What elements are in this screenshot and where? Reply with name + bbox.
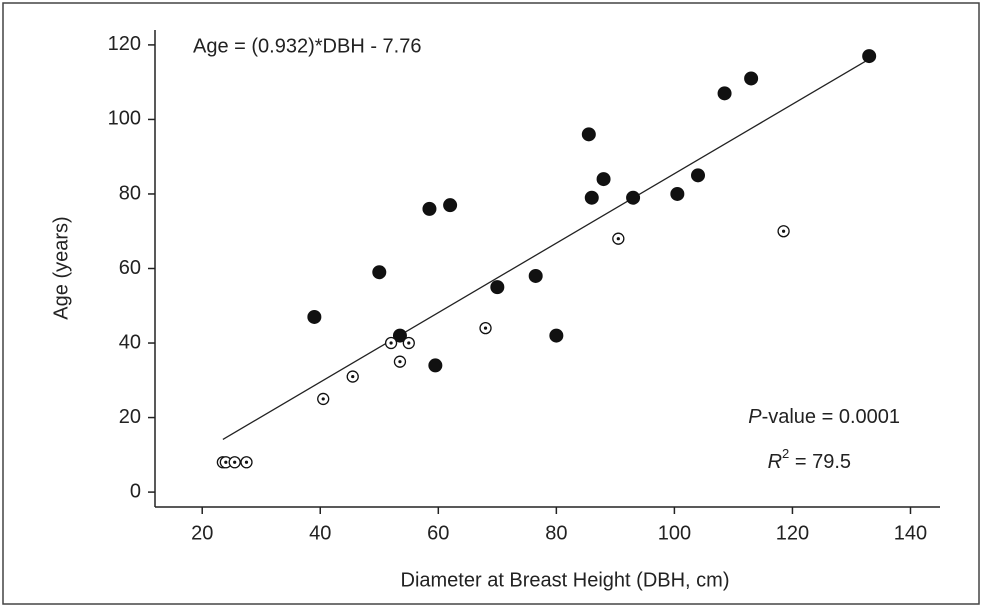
x-tick-label: 20 (191, 522, 213, 544)
point-center (351, 374, 355, 379)
r-italic: R (768, 451, 782, 473)
r-squared: R2 = 79.5 (768, 446, 851, 473)
frame (2, 2, 980, 605)
filled-point (670, 186, 685, 201)
x-axis-label: Diameter at Breast Height (DBH, cm) (401, 569, 730, 591)
filled-point (372, 265, 387, 280)
x-tick-label: 120 (776, 522, 809, 544)
x-tick-label: 60 (427, 522, 449, 544)
filled-point (596, 172, 611, 187)
filled-point (443, 198, 458, 213)
filled-point (422, 201, 437, 216)
y-tick-label: 100 (108, 108, 141, 130)
filled-point (490, 280, 505, 295)
filled-point (581, 127, 596, 142)
y-tick-label: 60 (119, 257, 141, 279)
y-tick-label: 80 (119, 182, 141, 204)
x-tick-label: 140 (894, 522, 927, 544)
point-center (224, 460, 228, 464)
point-center (233, 460, 237, 464)
p-italic: P (748, 406, 762, 428)
filled-point (691, 168, 706, 183)
p-text: -value = 0.0001 (762, 406, 900, 428)
fit-line (222, 57, 872, 440)
point-center (244, 460, 249, 464)
point-center (398, 360, 402, 364)
point-center (483, 326, 488, 330)
filled-point (307, 309, 322, 324)
filled-point (744, 71, 759, 86)
r-text: = 79.5 (789, 451, 851, 473)
filled-point (862, 49, 877, 64)
filled-point (549, 328, 564, 343)
filled-point (392, 328, 407, 343)
x-tick-label: 100 (658, 522, 691, 544)
y-tick-label: 40 (119, 331, 141, 353)
point-center (321, 397, 325, 401)
filled-point (717, 86, 732, 101)
x-tick-label: 40 (309, 522, 331, 544)
filled-point (428, 358, 443, 373)
point-center (616, 237, 620, 241)
p-value: P-value = 0.0001 (748, 406, 900, 428)
y-axis-label: Age (years) (50, 216, 72, 319)
filled-point (528, 268, 543, 283)
y-tick-label: 120 (108, 33, 141, 55)
y-tick-label: 0 (130, 480, 141, 502)
point-center (781, 229, 786, 233)
point-center (389, 341, 393, 345)
x-tick-label: 80 (545, 522, 567, 544)
point-center (407, 341, 411, 345)
equation: Age = (0.932)*DBH - 7.76 (193, 35, 421, 57)
r-sup: 2 (782, 446, 789, 461)
filled-point (584, 190, 599, 205)
filled-point (626, 190, 641, 205)
y-tick-label: 20 (119, 406, 141, 428)
